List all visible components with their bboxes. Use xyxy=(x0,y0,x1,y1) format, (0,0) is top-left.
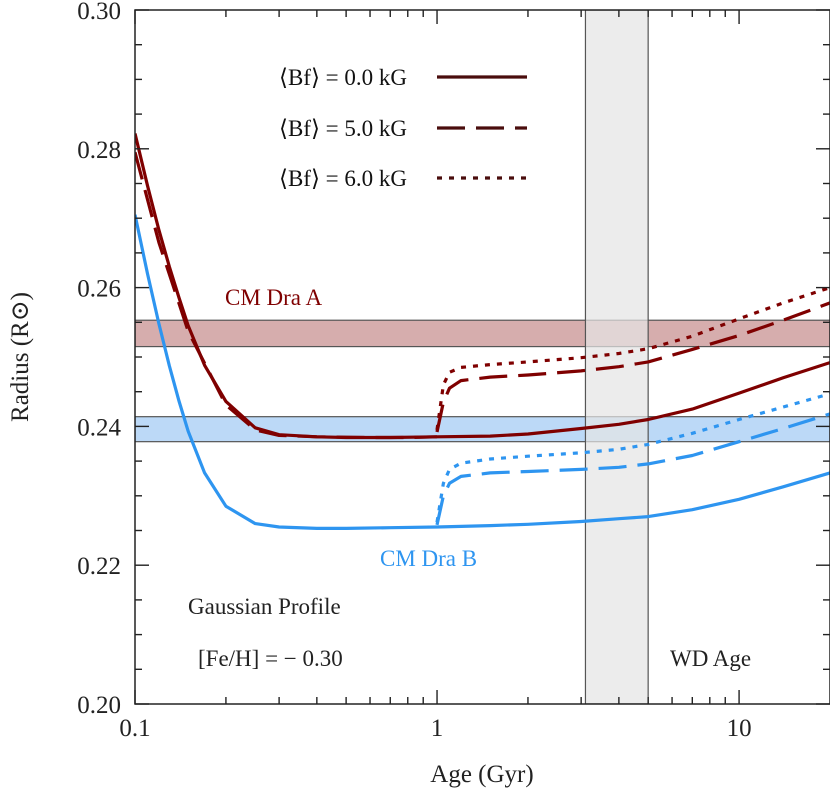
profile-label: Gaussian Profile xyxy=(188,594,341,619)
legend-label-dotted: ⟨Bf⟩ = 6.0 kG xyxy=(279,166,407,191)
y-tick-label: 0.26 xyxy=(77,276,121,303)
series-a-dotted-line-3 xyxy=(435,286,830,431)
legend-label-solid: ⟨Bf⟩ = 0.0 kG xyxy=(279,65,407,90)
band-cm-dra-a xyxy=(135,319,830,348)
ticks-layer: 0.1 1 10 0.20 0.22 0.24 0.26 0.28 0.30 xyxy=(77,0,830,742)
y-tick-label: 0.22 xyxy=(77,553,121,580)
x-axis-title: Age (Gyr) xyxy=(430,761,533,788)
series-a-dashed-line-1 xyxy=(135,151,438,440)
y-tick-label: 0.20 xyxy=(77,692,121,719)
legend: ⟨Bf⟩ = 0.0 kG ⟨Bf⟩ = 5.0 kG ⟨Bf⟩ = 6.0 kG xyxy=(279,65,527,191)
band-cm-dra-b xyxy=(135,416,830,443)
y-tick-label: 0.28 xyxy=(77,137,121,164)
wd-age-label: WD Age xyxy=(670,646,751,671)
y-tick-label: 0.24 xyxy=(77,414,121,441)
series-layer xyxy=(135,133,830,531)
x-tick-label: 1 xyxy=(431,715,444,742)
legend-label-dashed: ⟨Bf⟩ = 5.0 kG xyxy=(279,116,407,141)
y-axis-title: Radius (R⊙) xyxy=(7,292,34,422)
y-tick-label: 0.30 xyxy=(77,0,121,25)
star-b-label: CM Dra B xyxy=(380,546,477,571)
metallicity-label: [Fe/H] = − 0.30 xyxy=(198,646,343,671)
series-b-solid-line-4 xyxy=(135,214,830,531)
series-b-dotted-line-6 xyxy=(435,392,830,523)
x-tick-label: 10 xyxy=(727,715,752,742)
series-a-dashed-line-2 xyxy=(435,301,830,433)
series-b-dashed-line-5 xyxy=(435,412,830,526)
star-a-label: CM Dra A xyxy=(225,285,323,310)
x-tick-label: 0.1 xyxy=(119,715,150,742)
